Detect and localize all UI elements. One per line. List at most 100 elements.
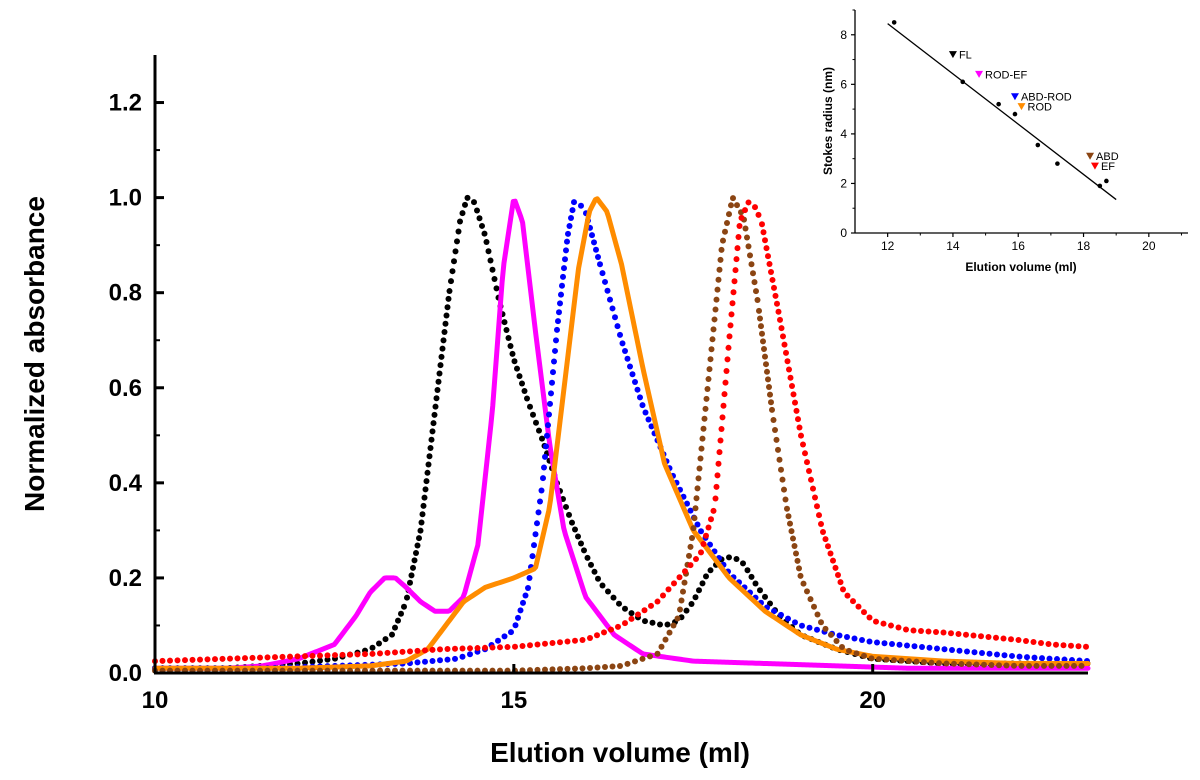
data-point bbox=[800, 580, 807, 587]
data-point bbox=[324, 652, 331, 659]
data-point bbox=[772, 426, 778, 433]
data-point bbox=[420, 502, 427, 509]
data-point bbox=[802, 450, 808, 457]
data-point bbox=[389, 631, 395, 638]
data-point bbox=[807, 596, 814, 603]
data-point bbox=[541, 464, 547, 471]
data-point bbox=[758, 323, 764, 330]
data-point bbox=[204, 656, 211, 663]
data-point bbox=[519, 642, 526, 649]
data-point bbox=[317, 657, 323, 664]
data-point bbox=[607, 296, 613, 303]
data-point bbox=[745, 243, 752, 250]
data-point bbox=[792, 619, 798, 626]
data-point bbox=[818, 520, 824, 527]
data-point bbox=[687, 507, 694, 514]
data-point bbox=[497, 644, 503, 651]
data-point bbox=[896, 641, 903, 648]
data-point bbox=[571, 199, 577, 206]
data-point bbox=[1016, 653, 1023, 660]
data-point bbox=[648, 602, 654, 609]
data-point bbox=[670, 622, 677, 629]
data-point bbox=[452, 655, 458, 662]
data-point bbox=[751, 279, 758, 286]
data-point bbox=[733, 556, 740, 563]
data-point bbox=[1001, 652, 1008, 659]
data-point bbox=[759, 221, 765, 228]
data-point bbox=[1075, 643, 1082, 650]
data-point bbox=[666, 629, 673, 636]
data-point bbox=[851, 635, 858, 642]
data-point bbox=[705, 376, 712, 383]
data-point bbox=[816, 512, 822, 519]
data-point bbox=[642, 409, 649, 416]
data-point bbox=[599, 582, 606, 589]
data-point bbox=[482, 644, 488, 651]
data-point bbox=[994, 651, 1000, 658]
data-point bbox=[779, 476, 786, 483]
data-point bbox=[993, 634, 999, 641]
data-point bbox=[599, 270, 606, 277]
data-point bbox=[594, 664, 601, 671]
data-point bbox=[1038, 640, 1044, 646]
data-point bbox=[369, 644, 376, 651]
data-point bbox=[384, 649, 391, 656]
main-y-tick-label: 0.2 bbox=[109, 565, 142, 592]
triangle-marker bbox=[1010, 93, 1019, 101]
data-point bbox=[401, 603, 407, 610]
inset-point-label: ROD-EF bbox=[985, 69, 1027, 81]
data-point bbox=[701, 415, 708, 422]
data-point bbox=[755, 211, 762, 218]
data-point bbox=[444, 656, 451, 663]
data-point bbox=[542, 453, 548, 460]
data-point bbox=[569, 207, 576, 214]
data-point bbox=[985, 633, 992, 640]
data-point bbox=[538, 487, 545, 494]
data-point bbox=[534, 520, 540, 527]
data-point bbox=[699, 580, 706, 587]
data-point bbox=[227, 655, 233, 662]
data-point bbox=[698, 549, 704, 556]
data-point bbox=[762, 237, 768, 244]
data-point bbox=[587, 634, 593, 641]
data-point bbox=[219, 655, 226, 662]
data-point bbox=[617, 331, 623, 338]
data-point bbox=[799, 622, 805, 629]
data-point bbox=[754, 297, 761, 304]
data-point bbox=[712, 495, 719, 502]
data-point bbox=[1039, 655, 1045, 662]
data-point bbox=[840, 586, 846, 593]
data-point bbox=[503, 327, 510, 334]
data-point bbox=[556, 309, 562, 316]
data-point bbox=[881, 640, 888, 647]
data-point bbox=[575, 533, 581, 540]
data-point bbox=[940, 629, 947, 636]
data-point bbox=[796, 565, 802, 572]
data-point bbox=[566, 222, 573, 229]
data-point bbox=[678, 597, 685, 604]
data-point bbox=[769, 276, 776, 283]
data-point bbox=[988, 662, 995, 669]
data-point bbox=[794, 557, 801, 564]
data-point bbox=[792, 399, 798, 406]
data-point bbox=[700, 425, 707, 432]
data-point bbox=[740, 560, 746, 567]
data-point bbox=[511, 358, 518, 365]
data-point bbox=[509, 350, 516, 357]
triangle-marker bbox=[975, 70, 984, 78]
data-point bbox=[720, 402, 727, 409]
data-point bbox=[895, 624, 902, 631]
data-point bbox=[437, 646, 443, 653]
data-point bbox=[628, 615, 635, 622]
data-point bbox=[707, 356, 714, 363]
data-point bbox=[727, 322, 734, 329]
inset-y-axis-title: Stokes radius (nm) bbox=[821, 67, 835, 175]
data-point bbox=[558, 291, 564, 298]
data-point bbox=[549, 640, 556, 647]
data-point bbox=[474, 645, 481, 652]
data-point bbox=[1046, 655, 1053, 662]
inset-fit-line bbox=[887, 23, 1117, 201]
inset-axes: 12 14 16 18 20 0 2 4 6 8 bbox=[840, 9, 1188, 253]
data-point bbox=[581, 547, 587, 554]
data-point bbox=[822, 625, 829, 632]
